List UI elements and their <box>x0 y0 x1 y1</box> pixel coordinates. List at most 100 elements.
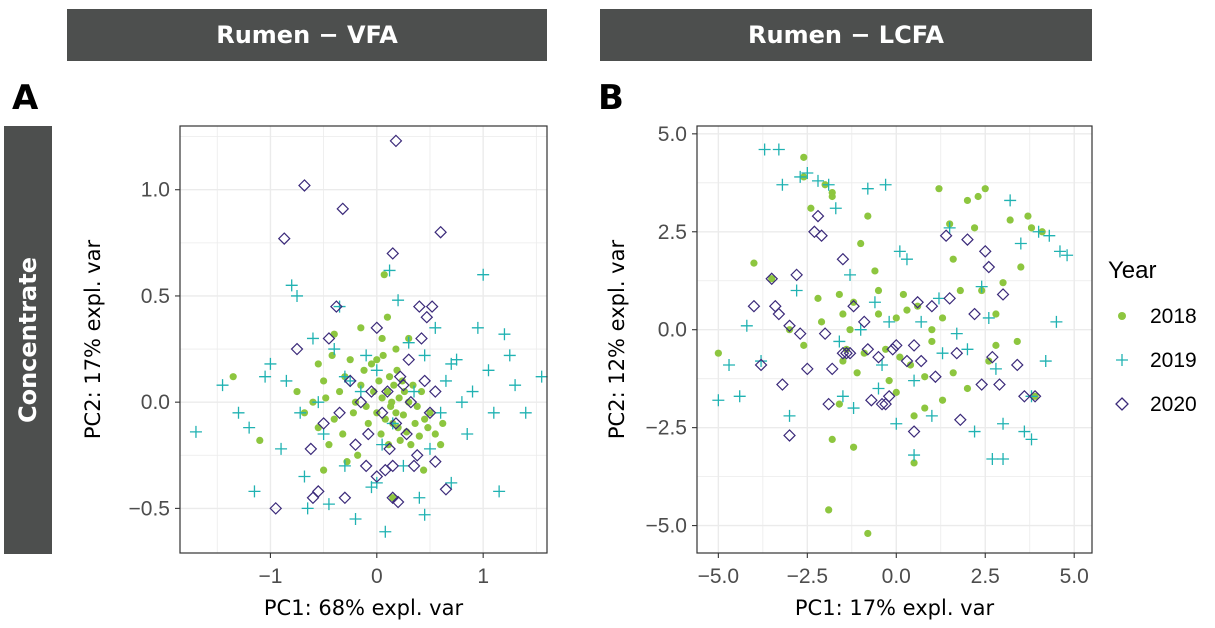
point-2018 <box>370 387 378 396</box>
point-2018 <box>928 337 936 346</box>
point-2020 <box>865 393 878 407</box>
point-2018 <box>314 424 322 432</box>
point-2018 <box>921 373 929 381</box>
point-2018 <box>750 259 758 267</box>
point-2020 <box>790 268 803 282</box>
point-2020 <box>317 417 330 430</box>
point-2018 <box>392 409 400 417</box>
point-2018 <box>864 212 872 220</box>
point-2018 <box>377 430 385 438</box>
point-2019 <box>755 355 768 368</box>
point-2020 <box>889 339 903 352</box>
point-2019 <box>370 364 383 377</box>
point-2019 <box>872 382 885 395</box>
point-2019 <box>893 245 906 258</box>
point-2019 <box>1053 245 1066 258</box>
point-2018 <box>963 384 972 393</box>
point-2020 <box>391 495 405 509</box>
point-2018 <box>899 290 907 299</box>
point-2018 <box>375 377 383 385</box>
point-2018 <box>839 310 847 318</box>
point-2018 <box>892 388 900 396</box>
point-2019 <box>429 321 442 334</box>
point-2020 <box>825 362 839 376</box>
point-2019 <box>360 349 373 362</box>
point-2019 <box>509 379 522 392</box>
point-2018 <box>385 373 394 381</box>
point-2018 <box>896 353 904 361</box>
point-2020 <box>397 378 410 392</box>
point-2019 <box>1004 194 1017 207</box>
x-tick-label: 1 <box>477 565 489 588</box>
point-2018 <box>825 506 833 514</box>
panel-border <box>179 125 548 554</box>
point-2020 <box>389 134 403 148</box>
legend-label-2018: 2018 <box>1150 305 1197 328</box>
point-2020 <box>811 209 825 223</box>
point-2019 <box>1050 315 1063 328</box>
point-2019 <box>349 513 362 526</box>
point-2020 <box>333 406 346 420</box>
point-2018 <box>970 224 979 232</box>
point-2018 <box>407 441 415 449</box>
point-2018 <box>431 430 439 438</box>
point-2019 <box>822 178 835 191</box>
point-2019 <box>466 385 479 398</box>
point-2018 <box>1006 216 1014 224</box>
point-2020 <box>418 374 432 388</box>
point-2018 <box>828 192 836 201</box>
point-2018 <box>914 302 922 310</box>
x-tick-label: −5.0 <box>698 565 739 588</box>
point-2019 <box>783 409 796 422</box>
point-2018 <box>999 279 1007 287</box>
point-2018 <box>411 419 419 428</box>
point-2019 <box>189 425 202 438</box>
point-2019 <box>740 319 753 332</box>
point-2018 <box>817 318 826 326</box>
point-2018 <box>835 290 843 299</box>
point-2018 <box>396 436 404 445</box>
point-2019 <box>968 425 981 438</box>
point-2019 <box>733 390 746 403</box>
point-2019 <box>455 396 468 409</box>
point-2019 <box>503 349 516 362</box>
point-2019 <box>936 347 949 360</box>
point-2019 <box>801 167 814 180</box>
point-2020 <box>968 307 981 321</box>
point-2020 <box>378 463 392 477</box>
point-2020 <box>338 491 352 505</box>
point-2018 <box>399 411 407 419</box>
point-2019 <box>811 174 824 187</box>
point-2020 <box>953 413 967 427</box>
point-2018 <box>394 424 402 432</box>
point-2020 <box>428 455 442 469</box>
point-2018 <box>293 387 301 396</box>
point-2018 <box>402 428 411 436</box>
point-2018 <box>354 451 362 459</box>
point-2020 <box>412 300 426 313</box>
point-2019 <box>712 394 725 407</box>
point-2020 <box>961 233 974 246</box>
point-2019 <box>943 221 956 234</box>
point-2018 <box>349 409 357 417</box>
legend-key-2020 <box>1115 397 1129 411</box>
panel-letter-a: A <box>12 78 39 118</box>
point-2020 <box>836 252 850 266</box>
point-2020 <box>439 482 453 496</box>
point-2020 <box>907 339 921 352</box>
point-2020 <box>434 225 447 239</box>
point-2019 <box>328 343 341 356</box>
point-2020 <box>330 300 343 313</box>
point-2019 <box>370 476 383 489</box>
point-2018 <box>417 387 426 396</box>
point-2019 <box>402 336 415 349</box>
point-2018 <box>992 341 1000 349</box>
point-2018 <box>1017 263 1025 271</box>
point-2019 <box>997 452 1010 465</box>
point-2018 <box>906 361 915 369</box>
point-2018 <box>785 326 794 334</box>
point-2020 <box>975 378 989 391</box>
point-2018 <box>320 466 328 474</box>
point-2019 <box>890 417 903 430</box>
